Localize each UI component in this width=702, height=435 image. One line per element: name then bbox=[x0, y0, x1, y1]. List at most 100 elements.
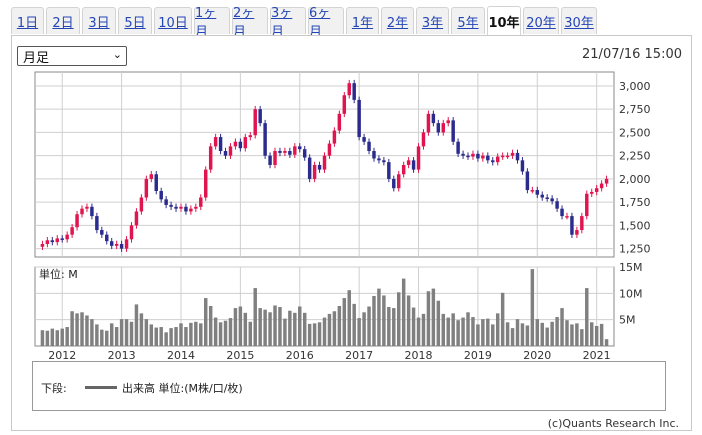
candle-body bbox=[114, 243, 119, 246]
tab-10年[interactable]: 10年 bbox=[487, 6, 521, 35]
volume-bar bbox=[575, 323, 579, 346]
volume-bar bbox=[114, 327, 119, 346]
volume-bar bbox=[594, 325, 599, 346]
candle-body bbox=[471, 153, 475, 157]
tab-2日[interactable]: 2日 bbox=[46, 7, 80, 34]
candle-body bbox=[456, 141, 460, 154]
tab-3ヶ月[interactable]: 3ヶ月 bbox=[270, 6, 306, 40]
candle-body bbox=[248, 135, 253, 138]
volume-bar bbox=[70, 311, 74, 346]
candle-body bbox=[199, 197, 203, 207]
tab-5年[interactable]: 5年 bbox=[451, 7, 485, 34]
candle-body bbox=[426, 113, 431, 133]
volume-tick-label: 15M bbox=[619, 261, 643, 274]
candle-body bbox=[149, 174, 154, 179]
x-tick-label: 2020 bbox=[523, 349, 551, 362]
candle-body bbox=[441, 123, 446, 133]
candle-body bbox=[307, 157, 312, 179]
volume-bar bbox=[203, 298, 208, 346]
volume-bar bbox=[302, 312, 307, 346]
volume-bar bbox=[124, 319, 129, 346]
volume-bar bbox=[589, 322, 594, 346]
candle-body bbox=[555, 201, 559, 209]
tab-5日[interactable]: 5日 bbox=[118, 7, 152, 34]
tab-1年[interactable]: 1年 bbox=[346, 7, 379, 34]
volume-bar bbox=[134, 304, 139, 346]
volume-bar bbox=[164, 332, 168, 346]
candle-body bbox=[238, 141, 243, 149]
x-tick-label: 2015 bbox=[226, 349, 254, 362]
candle-body bbox=[203, 169, 208, 198]
candle-body bbox=[570, 216, 574, 235]
volume-bar bbox=[377, 288, 381, 346]
volume-bar bbox=[585, 288, 589, 346]
volume-bar bbox=[273, 305, 277, 346]
volume-bar bbox=[258, 308, 262, 346]
candle-body bbox=[540, 194, 544, 198]
candle-body bbox=[85, 206, 89, 209]
tab-2年[interactable]: 2年 bbox=[381, 7, 414, 34]
volume-bar bbox=[60, 328, 64, 346]
candle-body bbox=[243, 137, 248, 149]
x-tick-label: 2014 bbox=[167, 349, 195, 362]
volume-bar bbox=[174, 327, 178, 346]
candle-body bbox=[184, 206, 188, 212]
candle-body bbox=[208, 146, 213, 170]
tab-30年[interactable]: 30年 bbox=[561, 7, 597, 34]
tab-1日[interactable]: 1日 bbox=[11, 7, 44, 34]
volume-bar bbox=[476, 324, 480, 346]
tab-3年[interactable]: 3年 bbox=[416, 7, 449, 34]
tab-3日[interactable]: 3日 bbox=[82, 7, 116, 34]
tab-1ヶ月[interactable]: 1ヶ月 bbox=[194, 6, 230, 40]
volume-bar bbox=[109, 323, 114, 346]
volume-legend-swatch bbox=[85, 386, 117, 389]
candle-body bbox=[283, 151, 287, 153]
volume-bar bbox=[189, 322, 193, 346]
candle-body bbox=[436, 123, 441, 133]
x-tick-label: 2019 bbox=[464, 349, 492, 362]
tab-2ヶ月[interactable]: 2ヶ月 bbox=[232, 6, 268, 40]
candle-body bbox=[154, 174, 158, 191]
candle-body bbox=[451, 120, 455, 142]
volume-bar bbox=[278, 307, 282, 346]
volume-bar bbox=[481, 319, 485, 346]
volume-bar bbox=[154, 327, 158, 346]
volume-bar bbox=[80, 312, 84, 346]
volume-bar bbox=[599, 323, 604, 346]
candle-body bbox=[352, 83, 356, 100]
tab-20年[interactable]: 20年 bbox=[523, 7, 559, 34]
volume-bar bbox=[184, 327, 188, 346]
candle-body bbox=[258, 109, 262, 124]
tab-6ヶ月[interactable]: 6ヶ月 bbox=[308, 6, 344, 40]
volume-bar bbox=[565, 320, 569, 346]
candle-body bbox=[510, 152, 515, 156]
x-tick-label: 2016 bbox=[286, 349, 314, 362]
volume-bar bbox=[228, 318, 233, 346]
volume-bar bbox=[560, 308, 564, 346]
volume-bar bbox=[436, 300, 441, 346]
candle-body bbox=[446, 120, 450, 124]
candle-body bbox=[218, 137, 223, 152]
tab-10日[interactable]: 10日 bbox=[154, 7, 192, 34]
volume-bar bbox=[466, 312, 470, 346]
candle-period-select[interactable]: 月足 ⌄ bbox=[17, 46, 127, 66]
candle-body bbox=[466, 155, 470, 158]
candle-body bbox=[134, 211, 139, 226]
candle-body bbox=[40, 243, 45, 247]
candle-body bbox=[332, 130, 337, 144]
volume-bar bbox=[535, 319, 540, 346]
volume-bar bbox=[283, 318, 287, 346]
volume-bar bbox=[510, 328, 515, 346]
volume-bar bbox=[337, 305, 342, 346]
volume-bar bbox=[471, 317, 475, 346]
volume-bar bbox=[347, 290, 351, 346]
volume-bar bbox=[307, 323, 312, 346]
volume-bar bbox=[119, 319, 124, 346]
y-tick-label: 2,750 bbox=[619, 103, 651, 116]
candle-body bbox=[520, 160, 525, 172]
volume-bar bbox=[208, 305, 213, 346]
volume-bar bbox=[238, 306, 243, 346]
candle-body bbox=[174, 206, 178, 209]
volume-bar bbox=[100, 329, 104, 346]
candle-body bbox=[189, 208, 193, 212]
